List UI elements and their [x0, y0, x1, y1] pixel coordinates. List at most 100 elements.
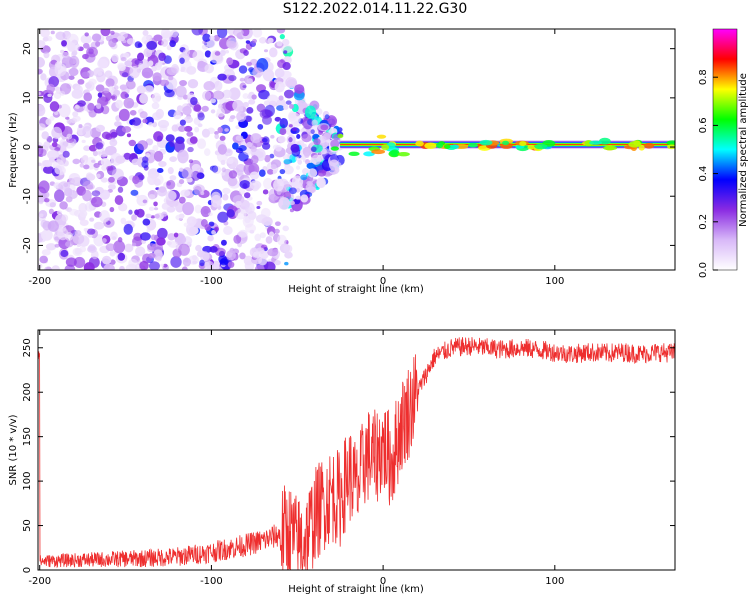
- spectrogram-cell: [145, 152, 151, 158]
- spectrogram-cell: [201, 105, 209, 112]
- spectrogram-cell: [148, 252, 156, 259]
- spectrogram-cell: [108, 176, 115, 183]
- spectrogram-cell: [310, 129, 315, 135]
- snr-y-ticks: 0 50 100 150 200 250: [22, 338, 675, 573]
- spectrogram-cell: [264, 154, 271, 163]
- spectrogram-cell: [95, 124, 105, 133]
- spectrogram-cell: [280, 70, 292, 79]
- spectrogram-cell: [148, 122, 154, 127]
- spectrogram-x-ticks: -200 -100 0 100: [28, 29, 564, 287]
- spectrogram-cell: [158, 52, 167, 61]
- spectrogram-cell: [246, 61, 253, 66]
- spectrogram-cell: [133, 232, 143, 241]
- spectrogram-cell: [232, 99, 244, 112]
- spectrogram-cell: [95, 142, 104, 150]
- spectrogram-cell: [295, 165, 301, 170]
- spectrogram-cell: [209, 245, 218, 253]
- snr-x-ticks: -200 -100 0 100: [28, 330, 564, 587]
- spectrogram-cell: [83, 92, 93, 102]
- spectrogram-cell: [158, 186, 166, 193]
- spectrogram-cell: [270, 134, 275, 139]
- spectrogram-cell: [178, 196, 186, 204]
- spectrogram-cell: [74, 230, 82, 237]
- spectrogram-cell: [223, 225, 233, 235]
- spectrogram-cell: [207, 235, 214, 242]
- spectrogram-cell: [262, 137, 268, 143]
- spectrogram-cell: [213, 80, 223, 91]
- spectrogram-cell: [88, 78, 97, 86]
- spectrogram-cell: [109, 207, 115, 213]
- spectrogram-cell: [139, 111, 148, 119]
- spectrogram-cell: [51, 141, 58, 148]
- spectrogram-cell: [218, 103, 223, 109]
- spectrogram-cell: [99, 210, 110, 223]
- spectrogram-cell: [178, 179, 185, 185]
- spectrogram-cell: [42, 159, 53, 168]
- spectrogram-cell: [258, 89, 270, 100]
- x-tick-label: 0: [380, 576, 386, 587]
- spectrogram-cell: [262, 189, 269, 195]
- spectrogram-cell: [254, 264, 265, 270]
- spectrogram-cell: [136, 85, 147, 94]
- spectrogram-cell: [288, 187, 297, 195]
- spectrogram-cell: [169, 40, 176, 48]
- spectrogram-cell: [272, 170, 277, 174]
- spectrogram-cell: [101, 131, 111, 140]
- spectrogram-cell: [88, 144, 98, 152]
- spectrogram-cell: [45, 118, 52, 125]
- spectrogram-cell: [61, 40, 67, 47]
- spectrogram-cell: [151, 102, 160, 110]
- spectrogram-cell: [224, 128, 229, 132]
- spectrogram-cell: [204, 224, 211, 231]
- spectrogram-cell: [56, 210, 63, 215]
- spectrogram-cell: [136, 52, 145, 61]
- spectrogram-cell: [97, 71, 103, 76]
- spectrogram-cell: [114, 121, 122, 127]
- spectrogram-cell: [100, 29, 111, 37]
- spectrogram-cell: [184, 125, 193, 132]
- spectrogram-cell: [217, 73, 227, 81]
- spectrogram-cell: [169, 29, 179, 38]
- spectrogram-x-axis-label: Height of straight line (km): [288, 284, 424, 295]
- spectrogram-cell: [54, 243, 60, 248]
- spectrogram-cell: [186, 226, 199, 236]
- spectrogram-cell: [159, 124, 168, 132]
- spectrogram-cell: [199, 259, 205, 267]
- colorbar-tick-label: 0.2: [698, 214, 709, 230]
- spectrogram-cell: [262, 216, 273, 227]
- spectrogram-cell: [239, 252, 246, 260]
- carrier-hotspot: [666, 140, 675, 146]
- spectrogram-cell: [117, 252, 126, 261]
- spectrogram-cell: [170, 256, 182, 268]
- spectrogram-cell: [136, 208, 145, 218]
- spectrogram-cell: [113, 89, 121, 96]
- spectrogram-cell: [145, 213, 152, 219]
- spectrogram-cell: [83, 227, 88, 232]
- spectrogram-cell: [121, 72, 129, 78]
- spectrogram-cell: [235, 200, 242, 206]
- spectrogram-cell: [152, 121, 158, 128]
- spectrogram-cell: [290, 143, 300, 153]
- spectrogram-cell: [99, 189, 111, 200]
- spectrogram-cell: [129, 65, 140, 79]
- spectrogram-cell: [297, 159, 303, 165]
- spectrogram-cell: [68, 67, 79, 77]
- spectrogram-cell: [174, 140, 185, 153]
- spectrogram-cell: [105, 78, 115, 88]
- spectrogram-cell: [274, 228, 280, 234]
- spectrogram-cell: [161, 202, 169, 210]
- spectrogram-cell: [65, 116, 70, 120]
- spectrogram-cell: [45, 36, 53, 42]
- spectrogram-cell: [39, 213, 44, 218]
- spectrogram-cell: [278, 197, 290, 210]
- spectrogram-cell: [295, 195, 301, 200]
- spectrogram-cell: [123, 152, 132, 160]
- spectrogram-cell: [134, 41, 142, 49]
- spectrogram-cell: [148, 60, 154, 67]
- spectrogram-cell: [100, 177, 108, 183]
- spectrogram-cell: [68, 75, 75, 80]
- spectrogram-cell: [93, 162, 100, 168]
- spectrogram-cell: [66, 33, 79, 46]
- spectrogram-cell: [276, 41, 283, 47]
- spectrogram-cell: [135, 246, 146, 257]
